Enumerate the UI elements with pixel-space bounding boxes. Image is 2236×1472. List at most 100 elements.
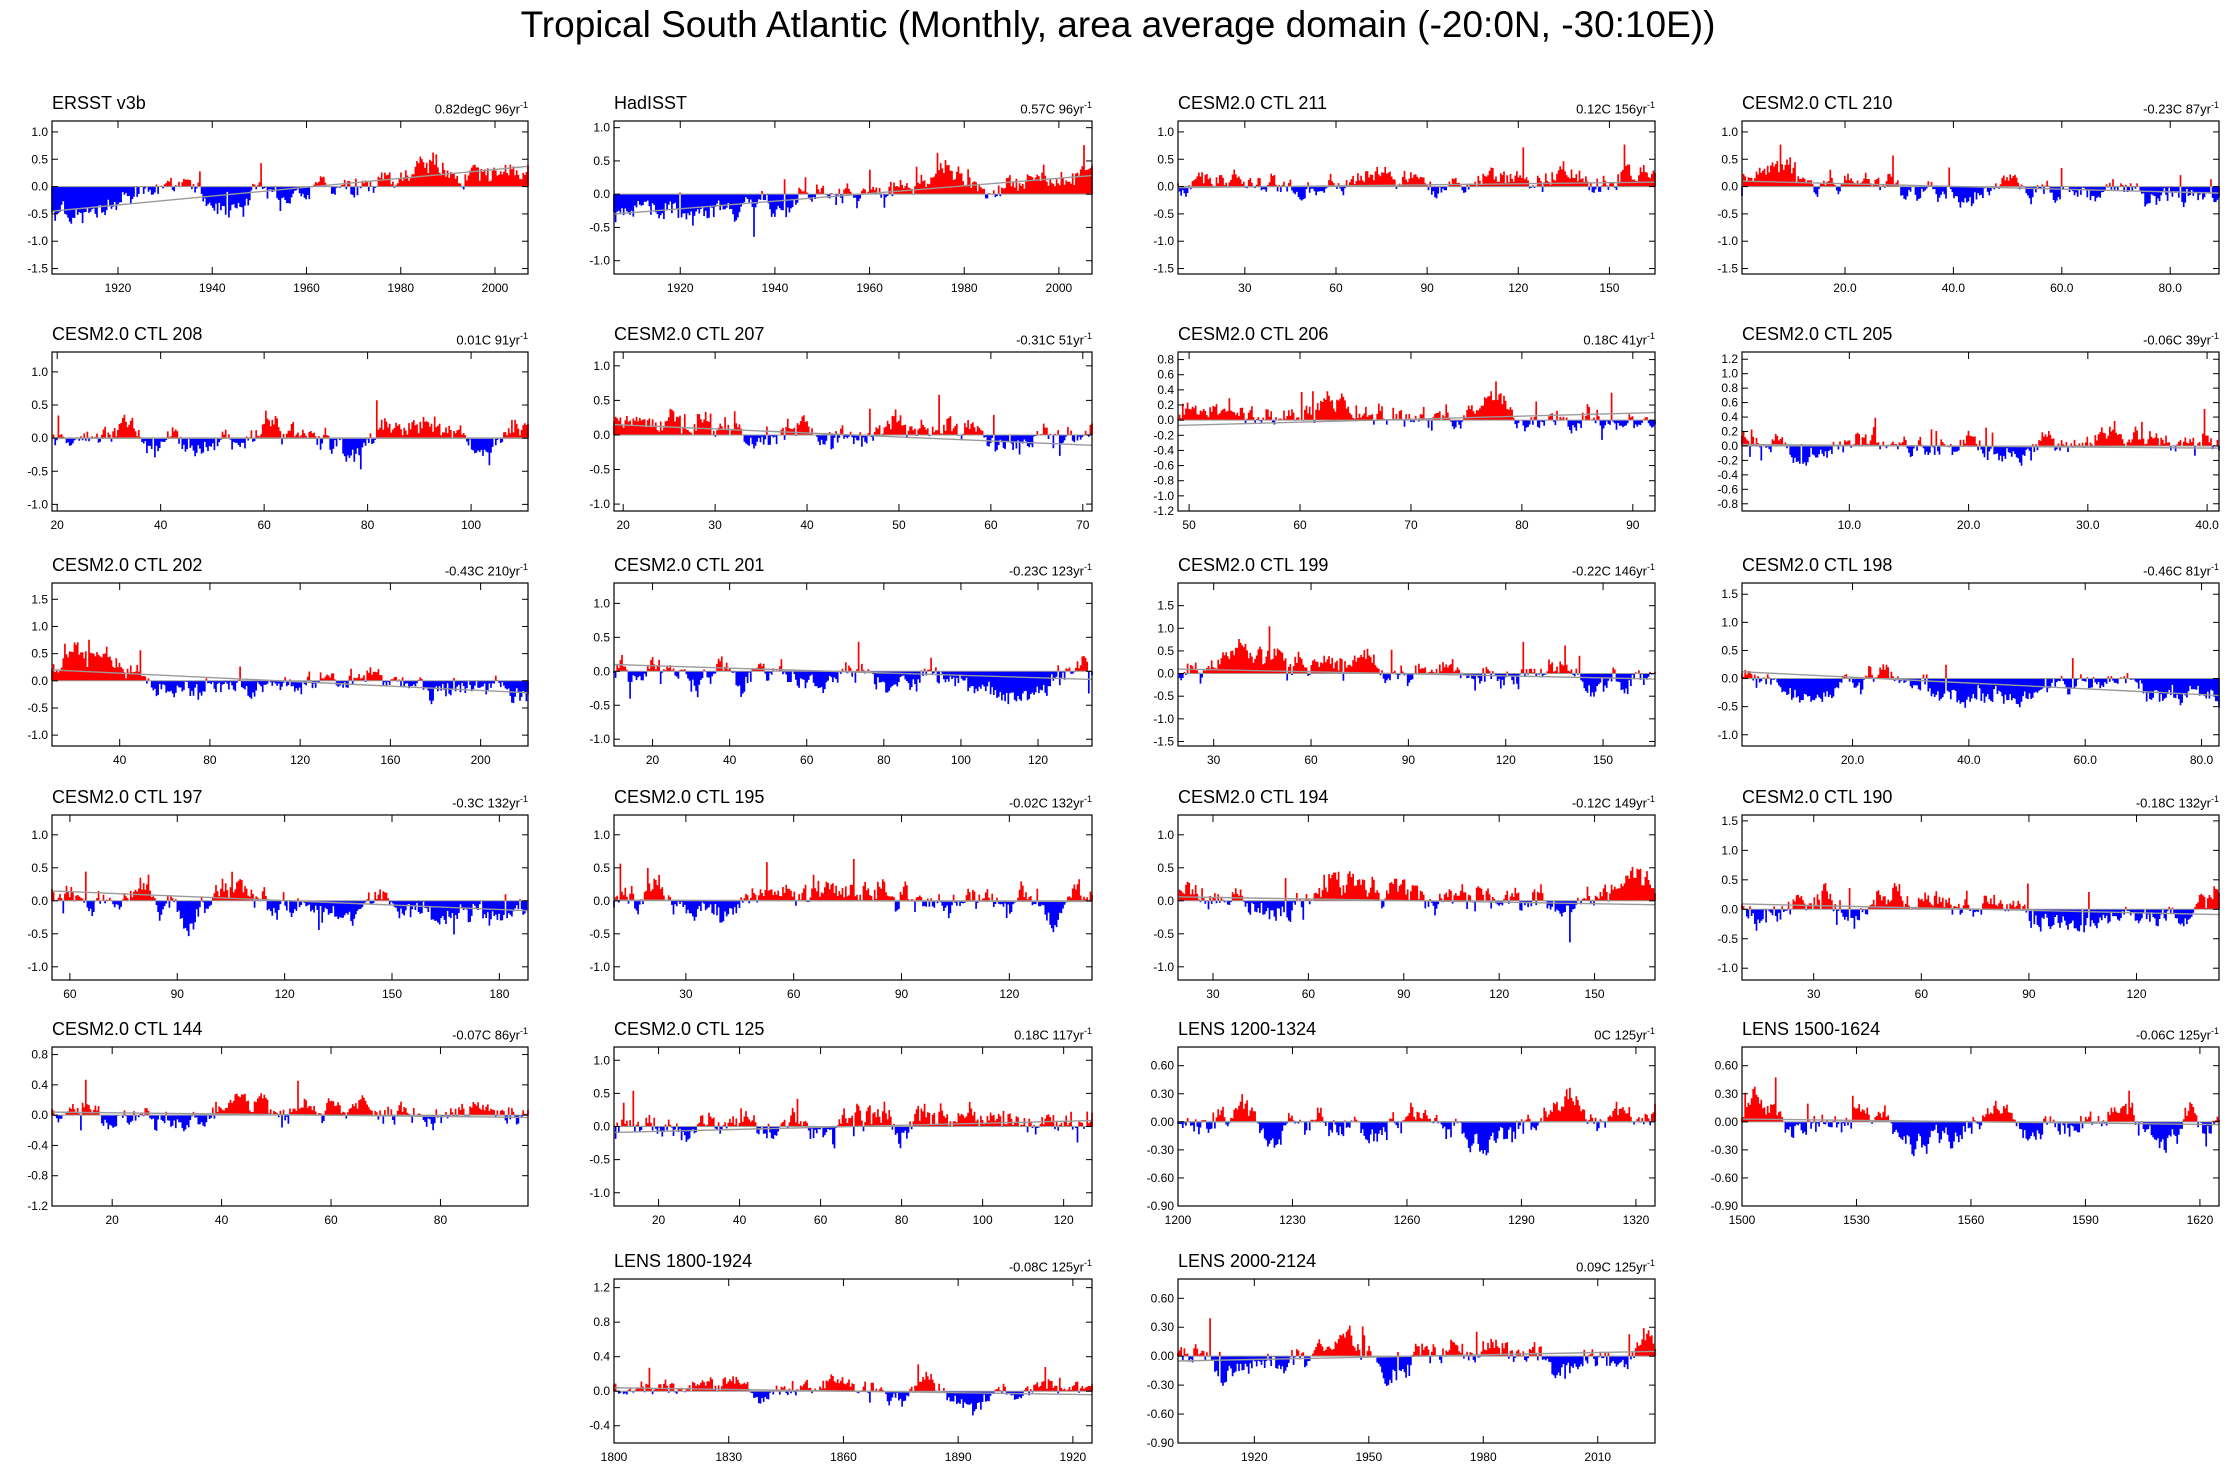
positive-anomaly-bars [614,859,1093,901]
y-tick-label: 0.0 [593,187,610,201]
y-tick-label: 0.5 [1721,643,1738,657]
x-tick-label: 60.0 [2050,281,2074,295]
panel-title: CESM2.0 CTL 199 [1178,555,1329,575]
panel-title: HadISST [614,93,688,113]
y-tick-label: 0.2 [1721,425,1738,439]
trend-value: 0.01C 91yr [456,332,520,348]
y-tick-label: 0.6 [1157,368,1174,382]
x-tick-label: 100 [973,1213,993,1227]
x-tick-label: 150 [1585,987,1605,1001]
negative-anomaly-bars [613,900,1068,933]
x-tick-label: 40 [215,1213,229,1227]
plot-frame [1741,814,2220,981]
y-tick-label: 0.4 [1157,383,1174,397]
x-tick-label: 40 [113,753,127,767]
x-tick-label: 200 [471,753,491,767]
positive-anomaly-bars [1741,1077,2220,1122]
y-tick-label: 0.00 [1151,1349,1175,1363]
timeseries-plot: 0.60 0.30 0.00 -0.30 -0.60 -0.90 1920 1950 1980 2… [1147,1278,1656,1464]
x-tick-label: 90 [1626,518,1640,532]
x-tick-label: 30 [708,518,722,532]
trend-value: -0.22C 146yr [1571,563,1647,579]
trend-exponent: -1 [1083,331,1092,341]
plot-frame [1177,814,1656,981]
chart-panel: CESM2.0 CTL 190 -0.18C 132yr-1 1.5 1.0 0.5 0.… [1696,783,2220,1008]
y-tick-label: 0.60 [1151,1291,1175,1305]
chart-panel: LENS 2000-2124 0.09C 125yr-1 0.60 0.30 0.00 -… [1132,1247,1656,1471]
y-tick-label: 0.0 [1721,180,1738,194]
timeseries-plot: 1.0 0.5 0.0 -0.5 -1.0 -1.5 1920 1940 1960 1980 200… [27,120,529,295]
y-tick-label: 0.2 [1157,398,1174,412]
y-tick-label: -0.60 [1147,1407,1175,1421]
negative-anomaly-bars [1749,446,2220,466]
x-tick-label: 100 [951,753,971,767]
chart-panel: CESM2.0 CTL 202 -0.43C 210yr-1 1.5 1.0 0.5 0.… [6,551,529,774]
y-tick-label: -0.5 [27,701,48,715]
x-tick-label: 120 [1496,753,1516,767]
trend-value: 0.09C 125yr [1576,1259,1647,1275]
x-tick-label: 1200 [1165,1213,1192,1227]
x-tick-label: 20.0 [1957,518,1981,532]
trend-label: -0.06C 125yr-1 [2136,1023,2219,1043]
trend-label: 0.57C 96yr-1 [1020,97,1092,117]
trend-line [1177,181,1656,189]
trend-line [613,899,1093,903]
plot-frame [51,814,529,981]
trend-label: 0.12C 156yr-1 [1576,97,1655,117]
trend-line [51,669,529,694]
timeseries-plot: 1.5 1.0 0.5 0.0 -0.5 -1.0 20.0 40.0 60.0 80.0 [1717,582,2220,767]
panel-title: CESM2.0 CTL 125 [614,1019,765,1039]
x-tick-label: 1940 [199,281,226,295]
y-tick-label: -0.5 [1717,207,1738,221]
plot-frame [613,1278,1093,1444]
trend-label: -0.23C 123yr-1 [1009,559,1092,579]
x-tick-label: 40 [723,753,737,767]
timeseries-plot: 1.0 0.5 0.0 -0.5 -1.0 20 40 60 80 100 120 [589,1046,1093,1227]
x-tick-label: 1530 [1843,1213,1870,1227]
timeseries-plot: 0.8 0.4 0.0 -0.4 -0.8 -1.2 20 40 60 80 [27,1046,529,1227]
x-tick-label: 1320 [1623,1213,1650,1227]
chart-panel: CESM2.0 CTL 208 0.01C 91yr-1 1.0 0.5 0.0 -0.5… [6,320,529,539]
negative-anomaly-bars [146,680,529,705]
trend-value: -0.07C 86yr [452,1027,520,1043]
chart-panel: HadISST 0.57C 96yr-1 1.0 0.5 0.0 -0.5 -1.0 1920… [568,89,1093,302]
trend-value: -0.02C 132yr [1008,795,1084,811]
panel-title: LENS 2000-2124 [1178,1251,1317,1271]
x-tick-label: 60 [814,1213,828,1227]
x-tick-label: 2010 [1584,1450,1611,1464]
timeseries-plot: 1.0 0.5 0.0 -0.5 -1.0 60 90 120 150 180 [27,814,529,1001]
negative-anomaly-bars [1181,1356,1635,1386]
y-tick-label: 1.0 [593,828,610,842]
trend-line [1177,1350,1656,1362]
y-tick-label: -1.0 [589,960,610,974]
y-tick-label: -0.4 [589,1419,610,1433]
y-tick-label: 0.0 [593,894,610,908]
x-tick-label: 1230 [1279,1213,1306,1227]
y-tick-label: 1.0 [1721,843,1738,857]
trend-line [613,1119,1093,1134]
trend-line [51,890,529,912]
chart-panel: LENS 1800-1924 -0.08C 125yr-1 1.2 0.8 0.4 0.0… [568,1247,1093,1471]
negative-anomaly-bars [616,1391,1080,1416]
timeseries-plot: 1.0 0.5 0.0 -0.5 -1.020 40 60 80 100 [27,351,529,532]
y-tick-label: 0.0 [593,664,610,678]
y-tick-label: -1.0 [589,254,610,268]
y-tick-label: -0.5 [589,463,610,477]
chart-panel: CESM2.0 CTL 195 -0.02C 132yr-1 1.0 0.5 0.0 -0… [568,783,1093,1008]
panel-title: CESM2.0 CTL 195 [614,787,765,807]
trend-line [51,165,529,212]
positive-anomaly-bars [679,145,1093,195]
y-tick-label: -1.5 [1153,734,1174,748]
y-tick-label: -1.0 [589,732,610,746]
trend-exponent: -1 [1646,794,1655,804]
y-tick-label: 0.8 [1721,381,1738,395]
trend-label: -0.31C 51yr-1 [1016,328,1092,348]
timeseries-plot: 1.5 1.0 0.5 0.0 -0.5 -1.0 -1.5 30 60 90 120 150 [1153,582,1656,767]
timeseries-plot: 1.0 0.5 0.0 -0.5 -1.0 1920 1940 1960 1980 2000 [589,120,1093,295]
trend-value: -0.18C 132yr [2135,795,2211,811]
chart-panel: ERSST v3b 0.82degC 96yr-1 1.0 0.5 0.0 -0.5 -1.… [6,89,529,302]
x-tick-label: 90 [1420,281,1434,295]
y-tick-label: 0.0 [593,428,610,442]
plot-frame [51,351,529,512]
y-tick-label: 0.5 [593,154,610,168]
